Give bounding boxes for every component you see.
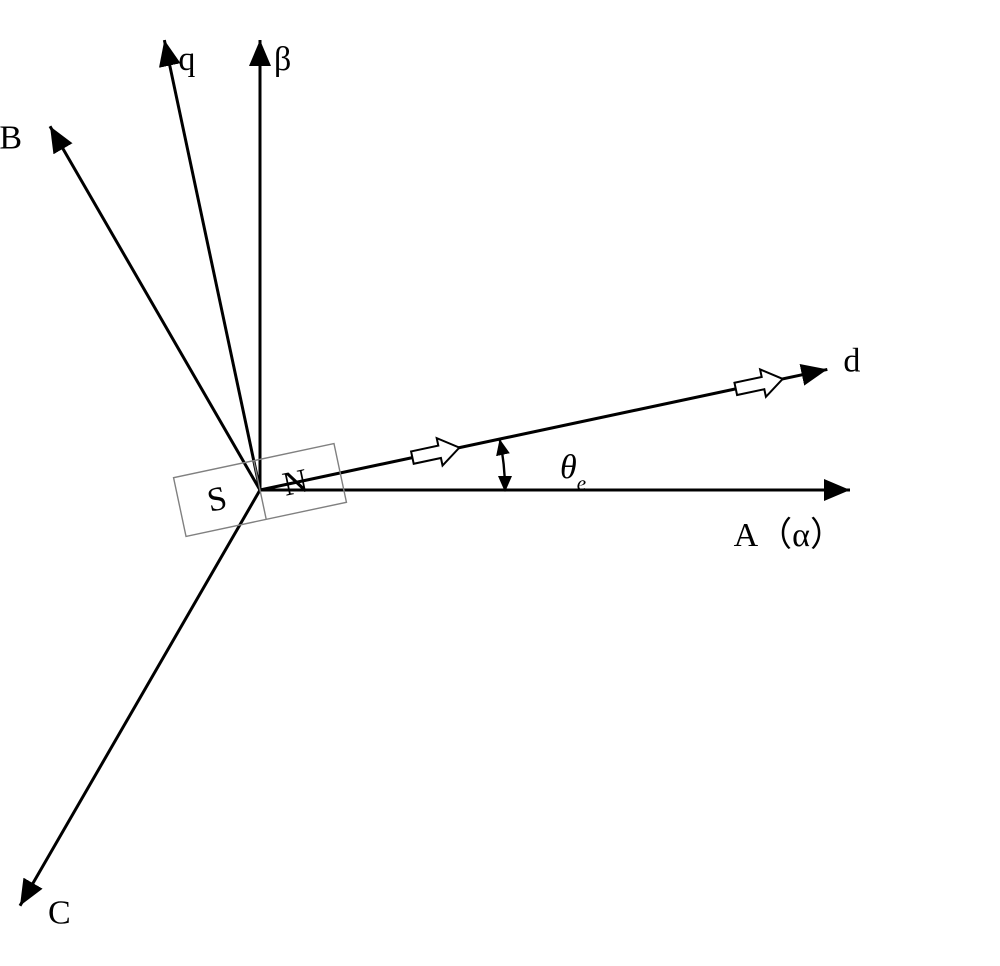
magnet-N-label: N bbox=[279, 462, 311, 503]
angle-label: θe bbox=[560, 449, 586, 495]
angle-arc bbox=[500, 439, 505, 490]
axis-B bbox=[50, 126, 260, 490]
magnet-S-label: S bbox=[204, 480, 230, 520]
hollow-arrow-icon bbox=[733, 365, 786, 402]
axis-A-label: A（α） bbox=[734, 516, 844, 554]
axis-q bbox=[164, 40, 260, 490]
axis-q-label: q bbox=[178, 41, 195, 78]
axis-d-label: d bbox=[843, 342, 860, 379]
axis-B-label: B bbox=[0, 119, 22, 156]
hollow-arrow-icon bbox=[409, 434, 462, 471]
axis-C bbox=[20, 490, 260, 906]
axis-C-label: C bbox=[48, 895, 71, 932]
axis-beta-label: β bbox=[274, 41, 291, 78]
